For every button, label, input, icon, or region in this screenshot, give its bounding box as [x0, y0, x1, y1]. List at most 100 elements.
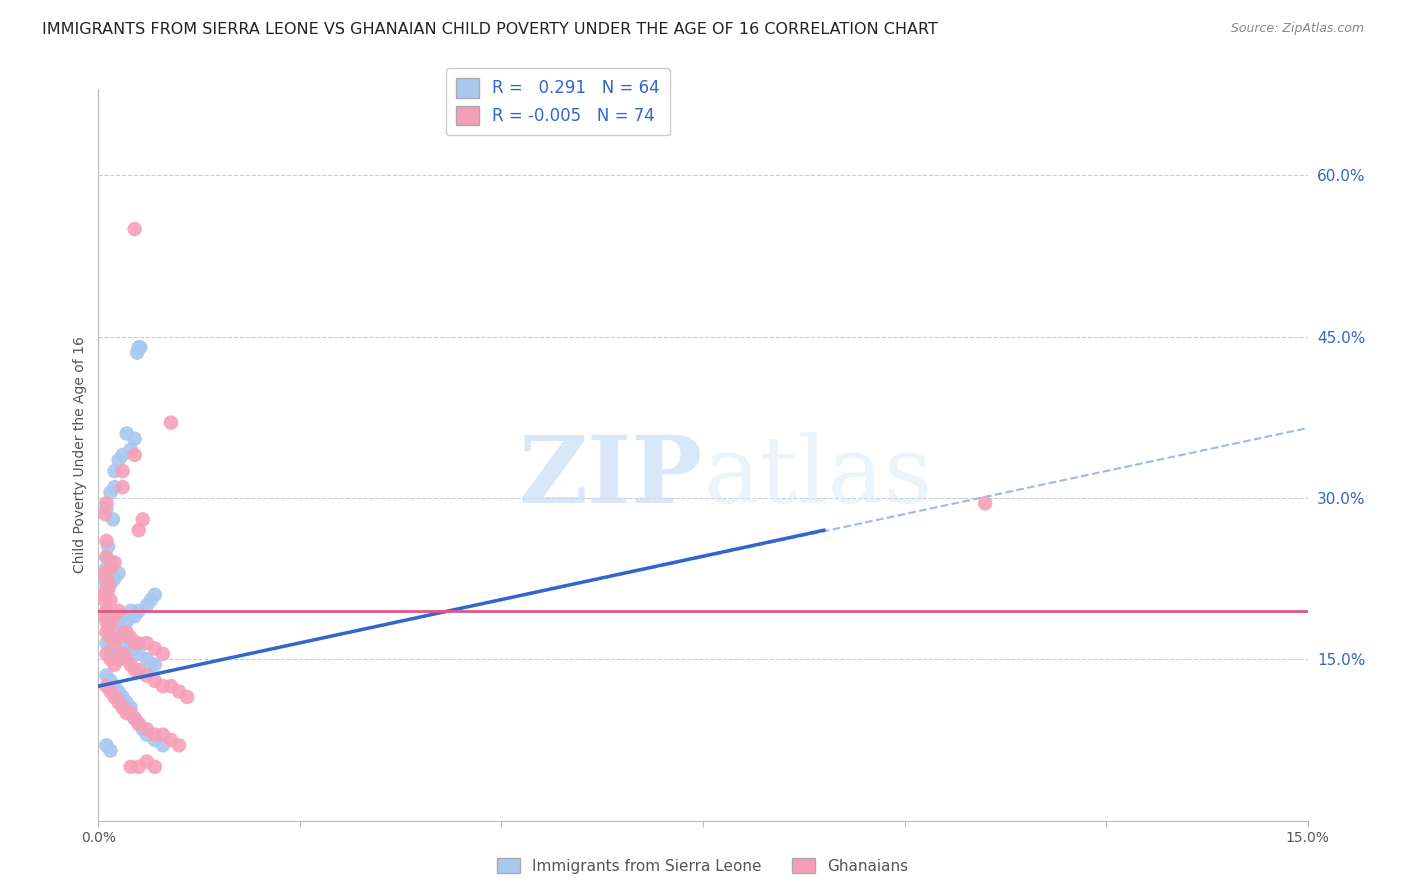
Point: [135, 755, 157, 769]
Point: [160, 416, 183, 430]
Text: Source: ZipAtlas.com: Source: ZipAtlas.com: [1230, 22, 1364, 36]
Point: [160, 679, 183, 693]
Point: [107, 566, 129, 581]
Point: [128, 663, 150, 677]
Point: [103, 464, 125, 478]
Point: [94, 593, 117, 607]
Point: [100, 561, 122, 575]
Point: [96, 533, 118, 548]
Point: [103, 657, 125, 672]
Point: [124, 609, 146, 624]
Point: [107, 652, 129, 666]
Point: [100, 577, 122, 591]
Point: [124, 432, 146, 446]
Point: [107, 652, 129, 666]
Text: atlas: atlas: [703, 432, 932, 522]
Point: [97, 582, 120, 597]
Point: [94, 588, 117, 602]
Point: [96, 604, 118, 618]
Point: [111, 625, 134, 640]
Point: [124, 636, 146, 650]
Text: IMMIGRANTS FROM SIERRA LEONE VS GHANAIAN CHILD POVERTY UNDER THE AGE OF 16 CORRE: IMMIGRANTS FROM SIERRA LEONE VS GHANAIAN…: [42, 22, 938, 37]
Point: [129, 340, 152, 354]
Point: [107, 620, 129, 634]
Point: [128, 760, 150, 774]
Point: [111, 647, 134, 661]
Point: [143, 728, 166, 742]
Point: [96, 636, 118, 650]
Y-axis label: Child Poverty Under the Age of 16: Child Poverty Under the Age of 16: [73, 336, 87, 574]
Point: [103, 679, 125, 693]
Point: [103, 609, 125, 624]
Point: [128, 716, 150, 731]
Point: [107, 604, 129, 618]
Point: [120, 604, 142, 618]
Point: [111, 690, 134, 704]
Point: [94, 588, 117, 602]
Point: [111, 647, 134, 661]
Point: [124, 222, 146, 236]
Point: [100, 593, 122, 607]
Point: [160, 733, 183, 747]
Point: [96, 572, 118, 586]
Point: [97, 582, 120, 597]
Point: [100, 684, 122, 698]
Point: [124, 641, 146, 656]
Point: [94, 572, 117, 586]
Point: [107, 684, 129, 698]
Point: [152, 739, 174, 753]
Point: [100, 615, 122, 629]
Point: [115, 426, 138, 441]
Text: ZIP: ZIP: [519, 432, 703, 522]
Point: [152, 728, 174, 742]
Point: [111, 700, 134, 714]
Point: [115, 706, 138, 720]
Point: [96, 550, 118, 565]
Point: [120, 760, 142, 774]
Point: [139, 593, 162, 607]
Point: [111, 480, 134, 494]
Point: [167, 684, 190, 698]
Point: [143, 760, 166, 774]
Point: [96, 668, 118, 682]
Point: [120, 706, 142, 720]
Point: [135, 668, 157, 682]
Point: [128, 604, 150, 618]
Point: [143, 657, 166, 672]
Point: [152, 647, 174, 661]
Point: [974, 496, 997, 510]
Point: [94, 609, 117, 624]
Point: [111, 464, 134, 478]
Point: [100, 744, 122, 758]
Point: [120, 631, 142, 645]
Point: [124, 711, 146, 725]
Point: [128, 523, 150, 537]
Point: [115, 641, 138, 656]
Point: [103, 572, 125, 586]
Point: [115, 625, 138, 640]
Point: [96, 550, 118, 565]
Point: [103, 480, 125, 494]
Point: [100, 609, 122, 624]
Point: [124, 663, 146, 677]
Point: [135, 599, 157, 613]
Point: [103, 615, 125, 629]
Point: [132, 723, 155, 737]
Point: [96, 582, 118, 597]
Point: [100, 485, 122, 500]
Point: [100, 641, 122, 656]
Point: [100, 631, 122, 645]
Point: [97, 577, 120, 591]
Point: [120, 442, 142, 457]
Point: [100, 673, 122, 688]
Point: [128, 636, 150, 650]
Point: [135, 636, 157, 650]
Point: [96, 566, 118, 581]
Point: [135, 652, 157, 666]
Point: [103, 636, 125, 650]
Point: [103, 556, 125, 570]
Point: [94, 566, 117, 581]
Point: [127, 345, 149, 359]
Point: [101, 512, 124, 526]
Point: [96, 496, 118, 510]
